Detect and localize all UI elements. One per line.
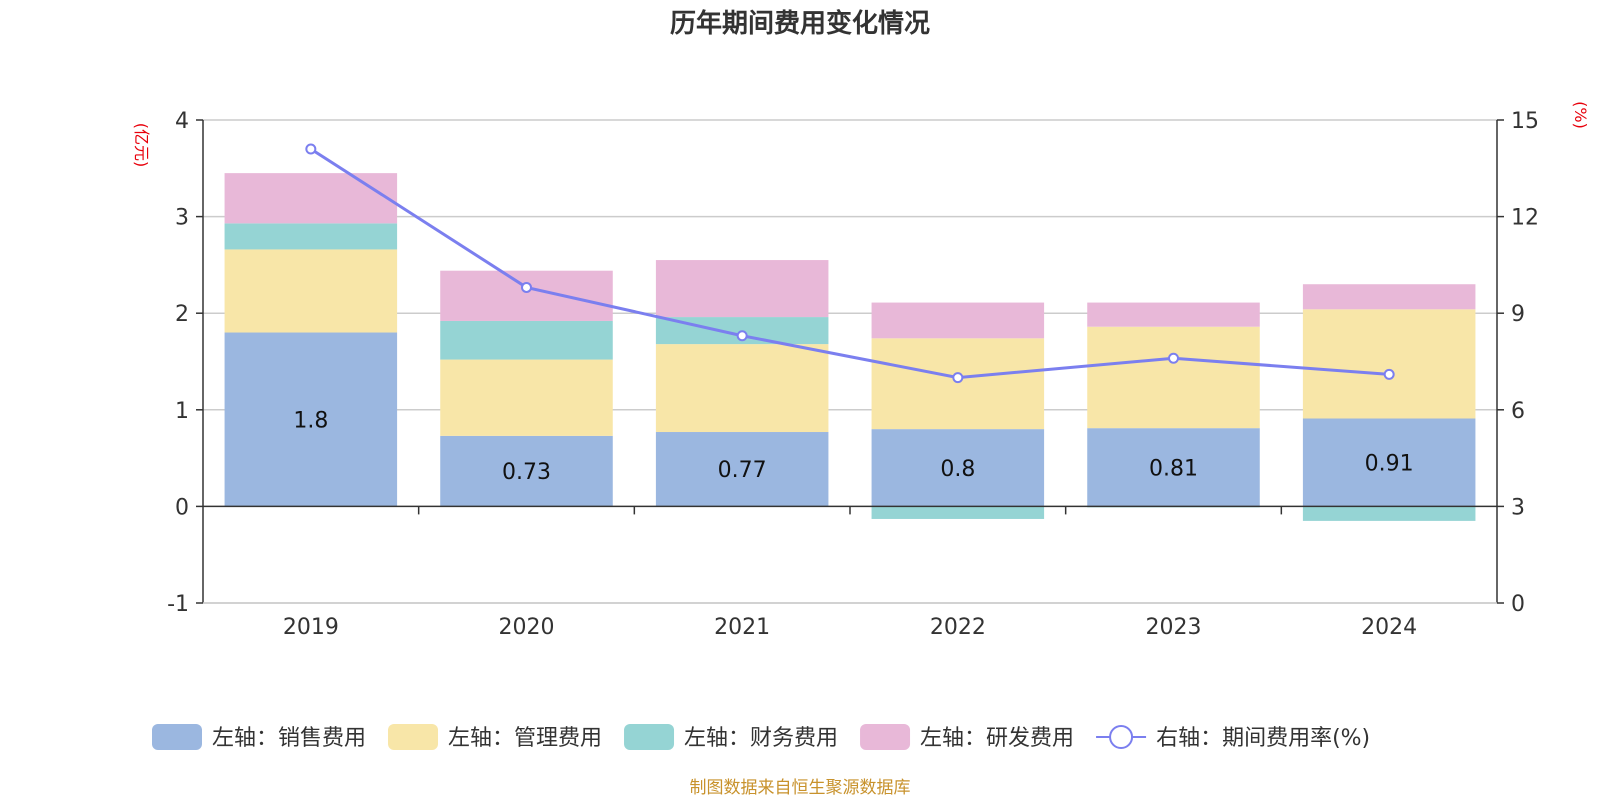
bar-segment-0: [655, 432, 829, 507]
rate-line: [305, 143, 1395, 384]
bar-segment-1: [655, 344, 829, 433]
legend-swatch-3: [860, 724, 911, 750]
data-label: 0.81: [1149, 456, 1198, 481]
bar-segment-3: [224, 173, 398, 224]
bar-segment-2: [1302, 506, 1476, 521]
right-tick-label: 15: [1511, 109, 1539, 134]
data-label: 1.8: [293, 408, 328, 433]
right-tick-label: 6: [1511, 399, 1525, 424]
right-tick-label: 12: [1511, 206, 1539, 231]
bar-segment-0: [871, 429, 1045, 507]
legend-label: 左轴：管理费用: [448, 726, 602, 751]
left-tick-label: 4: [175, 109, 189, 134]
bar-segment-1: [871, 338, 1045, 430]
source-note: 制图数据来自恒生聚源数据库: [690, 778, 911, 798]
x-tick-label: 2023: [1146, 615, 1202, 640]
bar-segment-2: [224, 223, 398, 250]
rate-point: [1383, 368, 1395, 380]
data-label: 0.73: [502, 460, 551, 485]
right-tick-label: 3: [1511, 495, 1525, 520]
legend-swatch-marker: [1109, 725, 1134, 749]
bars: [224, 173, 1476, 521]
data-labels: 1.8 0.73 0.77 0.8 0.81 0.91: [293, 408, 1413, 485]
left-tick-label: 2: [175, 302, 189, 327]
data-label: 0.8: [940, 457, 975, 482]
data-label: 0.91: [1365, 451, 1414, 476]
bar-segment-1: [224, 249, 398, 333]
rate-point: [1168, 352, 1179, 364]
bar-segment-0: [1302, 418, 1476, 507]
legend-label: 右轴：期间费用率(%): [1156, 726, 1370, 751]
bar-segment-3: [655, 260, 829, 318]
bar-segment-0: [224, 332, 398, 507]
legend-swatch-1: [388, 724, 439, 750]
rate-point: [305, 143, 317, 155]
rate-point: [521, 281, 532, 293]
bar-segment-2: [440, 320, 613, 360]
legend-label: 左轴：财务费用: [684, 726, 838, 751]
legend-label: 左轴：销售费用: [212, 726, 366, 751]
bar-segment-1: [1302, 309, 1476, 419]
x-tick-label: 2020: [499, 615, 555, 640]
left-tick-label: -1: [167, 592, 189, 617]
bar-segment-0: [1087, 428, 1260, 507]
right-tick-label: 9: [1511, 302, 1525, 327]
bar-segment-2: [871, 506, 1045, 519]
x-tick-label: 2024: [1361, 615, 1417, 640]
left-tick-label: 1: [175, 399, 189, 424]
bar-segment-3: [440, 270, 613, 321]
data-label: 0.77: [718, 458, 767, 483]
x-tick-label: 2019: [283, 615, 339, 640]
bar-segment-3: [871, 302, 1045, 339]
left-tick-label: 0: [175, 495, 189, 520]
rate-point: [952, 372, 964, 384]
rate-line-path: [310, 147, 1390, 380]
legend-swatch-0: [152, 724, 202, 750]
bar-segment-3: [1302, 284, 1476, 310]
bar-segment-1: [440, 359, 613, 436]
x-tick-label: 2022: [930, 615, 986, 640]
left-axis-unit: (亿元): [132, 123, 151, 168]
right-axis-unit: (%): [1571, 101, 1590, 129]
legend: 左轴：销售费用 左轴：管理费用 左轴：财务费用 左轴：研发费用 右轴：期间费用率(%): [152, 724, 1370, 751]
left-tick-label: 3: [175, 206, 189, 231]
rate-point: [736, 330, 748, 342]
x-tick-label: 2021: [714, 615, 770, 640]
chart-title: 历年期间费用变化情况: [670, 8, 930, 39]
legend-swatch-2: [624, 724, 675, 750]
bar-segment-3: [1087, 302, 1260, 327]
bar-segment-0: [440, 435, 613, 507]
right-tick-label: 0: [1511, 592, 1525, 617]
legend-label: 左轴：研发费用: [920, 726, 1074, 751]
bar-segment-1: [1087, 326, 1260, 429]
